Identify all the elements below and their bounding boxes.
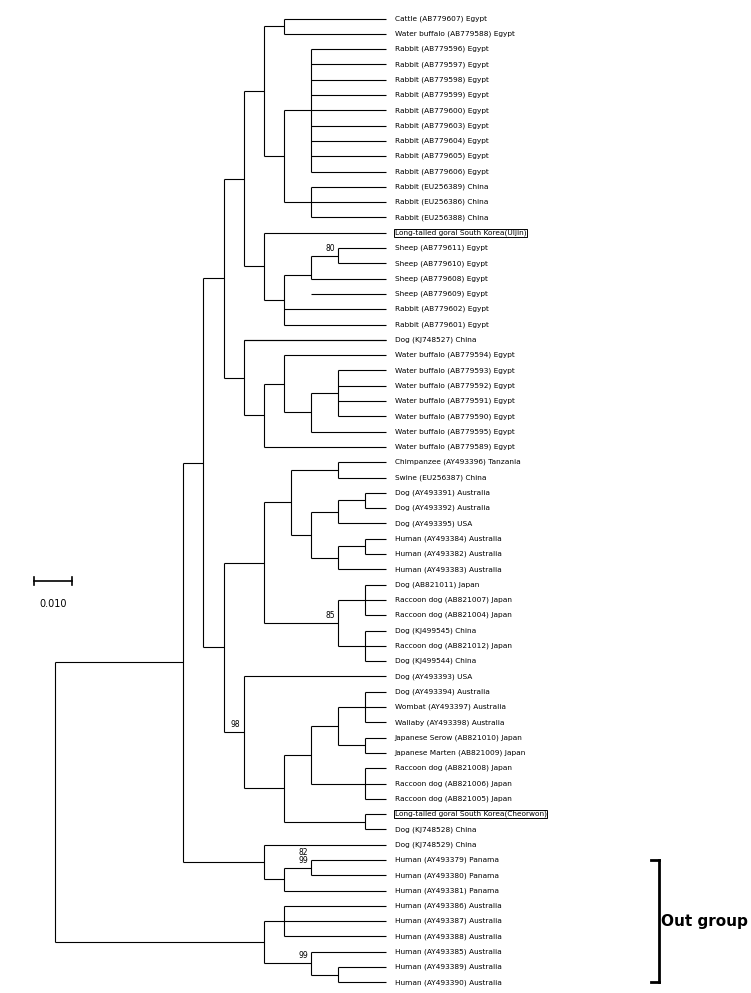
Text: Water buffalo (AB779595) Egypt: Water buffalo (AB779595) Egypt	[394, 428, 514, 435]
Text: Raccoon dog (AB821006) Japan: Raccoon dog (AB821006) Japan	[394, 780, 511, 786]
Text: Sheep (AB779609) Egypt: Sheep (AB779609) Egypt	[394, 291, 487, 297]
Text: Human (AY493383) Australia: Human (AY493383) Australia	[394, 566, 501, 573]
Text: Rabbit (AB779599) Egypt: Rabbit (AB779599) Egypt	[394, 91, 488, 98]
Text: Rabbit (EU256388) China: Rabbit (EU256388) China	[394, 214, 488, 220]
Text: Out group: Out group	[662, 914, 748, 928]
Text: Dog (KJ748527) China: Dog (KJ748527) China	[394, 337, 476, 343]
Text: Human (AY493379) Panama: Human (AY493379) Panama	[394, 857, 499, 863]
Text: Dog (KJ499545) China: Dog (KJ499545) China	[394, 628, 476, 634]
Text: Rabbit (AB779596) Egypt: Rabbit (AB779596) Egypt	[394, 46, 488, 53]
Text: 0.010: 0.010	[39, 599, 67, 609]
Text: Chimpanzee (AY493396) Tanzania: Chimpanzee (AY493396) Tanzania	[394, 459, 520, 466]
Text: Rabbit (AB779603) Egypt: Rabbit (AB779603) Egypt	[394, 122, 488, 129]
Text: Rabbit (AB779598) Egypt: Rabbit (AB779598) Egypt	[394, 76, 488, 83]
Text: Dog (KJ748528) China: Dog (KJ748528) China	[394, 826, 476, 833]
Text: Water buffalo (AB779591) Egypt: Water buffalo (AB779591) Egypt	[394, 398, 514, 404]
Text: Rabbit (AB779601) Egypt: Rabbit (AB779601) Egypt	[394, 322, 488, 328]
Text: Dog (AY493395) USA: Dog (AY493395) USA	[394, 520, 472, 526]
Text: Rabbit (AB779602) Egypt: Rabbit (AB779602) Egypt	[394, 306, 488, 313]
Text: 99: 99	[298, 856, 308, 865]
Text: Dog (AY493392) Australia: Dog (AY493392) Australia	[394, 504, 490, 511]
Text: Dog (KJ748529) China: Dog (KJ748529) China	[394, 841, 476, 848]
Text: Sheep (AB779611) Egypt: Sheep (AB779611) Egypt	[394, 245, 487, 251]
Text: Rabbit (EU256386) China: Rabbit (EU256386) China	[394, 199, 488, 206]
Text: Dog (AY493391) Australia: Dog (AY493391) Australia	[394, 490, 490, 496]
Text: Raccoon dog (AB821004) Japan: Raccoon dog (AB821004) Japan	[394, 612, 511, 619]
Text: Raccoon dog (AB821008) Japan: Raccoon dog (AB821008) Japan	[394, 765, 511, 772]
Text: 98: 98	[231, 720, 240, 730]
Text: Rabbit (AB779604) Egypt: Rabbit (AB779604) Egypt	[394, 138, 488, 144]
Text: Wombat (AY493397) Australia: Wombat (AY493397) Australia	[394, 704, 505, 710]
Text: Human (AY493380) Panama: Human (AY493380) Panama	[394, 872, 499, 879]
Text: Japanese Serow (AB821010) Japan: Japanese Serow (AB821010) Japan	[394, 735, 523, 741]
Text: Japanese Marten (AB821009) Japan: Japanese Marten (AB821009) Japan	[394, 750, 526, 756]
Text: Human (AY493388) Australia: Human (AY493388) Australia	[394, 933, 502, 939]
Text: Wallaby (AY493398) Australia: Wallaby (AY493398) Australia	[394, 719, 504, 726]
Text: Water buffalo (AB779588) Egypt: Water buffalo (AB779588) Egypt	[394, 31, 514, 37]
Text: Cattle (AB779607) Egypt: Cattle (AB779607) Egypt	[394, 15, 487, 22]
Text: Human (AY493381) Panama: Human (AY493381) Panama	[394, 888, 499, 894]
Text: Dog (AY493393) USA: Dog (AY493393) USA	[394, 673, 472, 679]
Text: Dog (KJ499544) China: Dog (KJ499544) China	[394, 657, 476, 664]
Text: Human (AY493386) Australia: Human (AY493386) Australia	[394, 903, 501, 910]
Text: Human (AY493387) Australia: Human (AY493387) Australia	[394, 918, 502, 924]
Text: Water buffalo (AB779593) Egypt: Water buffalo (AB779593) Egypt	[394, 367, 514, 373]
Text: Human (AY493385) Australia: Human (AY493385) Australia	[394, 948, 501, 955]
Text: Rabbit (AB779606) Egypt: Rabbit (AB779606) Egypt	[394, 168, 488, 175]
Text: Human (AY493390) Australia: Human (AY493390) Australia	[394, 979, 502, 986]
Text: Swine (EU256387) China: Swine (EU256387) China	[394, 475, 486, 481]
Text: Sheep (AB779608) Egypt: Sheep (AB779608) Egypt	[394, 275, 487, 282]
Text: Water buffalo (AB779594) Egypt: Water buffalo (AB779594) Egypt	[394, 352, 514, 358]
Text: 99: 99	[298, 951, 308, 960]
Text: Water buffalo (AB779590) Egypt: Water buffalo (AB779590) Egypt	[394, 413, 514, 420]
Text: Raccoon dog (AB821012) Japan: Raccoon dog (AB821012) Japan	[394, 642, 511, 649]
Text: Human (AY493382) Australia: Human (AY493382) Australia	[394, 551, 502, 557]
Text: Raccoon dog (AB821005) Japan: Raccoon dog (AB821005) Japan	[394, 795, 511, 802]
Text: 80: 80	[325, 243, 335, 252]
Text: Rabbit (AB779605) Egypt: Rabbit (AB779605) Egypt	[394, 153, 488, 160]
Text: Long-tailed goral South Korea(Uljin): Long-tailed goral South Korea(Uljin)	[394, 229, 526, 236]
Text: 85: 85	[325, 611, 335, 620]
Text: Water buffalo (AB779592) Egypt: Water buffalo (AB779592) Egypt	[394, 382, 514, 389]
Text: Rabbit (EU256389) China: Rabbit (EU256389) China	[394, 184, 488, 190]
Text: Rabbit (AB779600) Egypt: Rabbit (AB779600) Egypt	[394, 107, 488, 113]
Text: Water buffalo (AB779589) Egypt: Water buffalo (AB779589) Egypt	[394, 444, 514, 450]
Text: Raccoon dog (AB821007) Japan: Raccoon dog (AB821007) Japan	[394, 597, 511, 603]
Text: Sheep (AB779610) Egypt: Sheep (AB779610) Egypt	[394, 260, 487, 266]
Text: Rabbit (AB779597) Egypt: Rabbit (AB779597) Egypt	[394, 62, 488, 68]
Text: Dog (AY493394) Australia: Dog (AY493394) Australia	[394, 688, 490, 695]
Text: 82: 82	[299, 848, 308, 857]
Text: Dog (AB821011) Japan: Dog (AB821011) Japan	[394, 581, 479, 588]
Text: Human (AY493384) Australia: Human (AY493384) Australia	[394, 535, 501, 542]
Text: Long-tailed goral South Korea(Cheorwon): Long-tailed goral South Korea(Cheorwon)	[394, 811, 547, 817]
Text: Human (AY493389) Australia: Human (AY493389) Australia	[394, 964, 502, 970]
